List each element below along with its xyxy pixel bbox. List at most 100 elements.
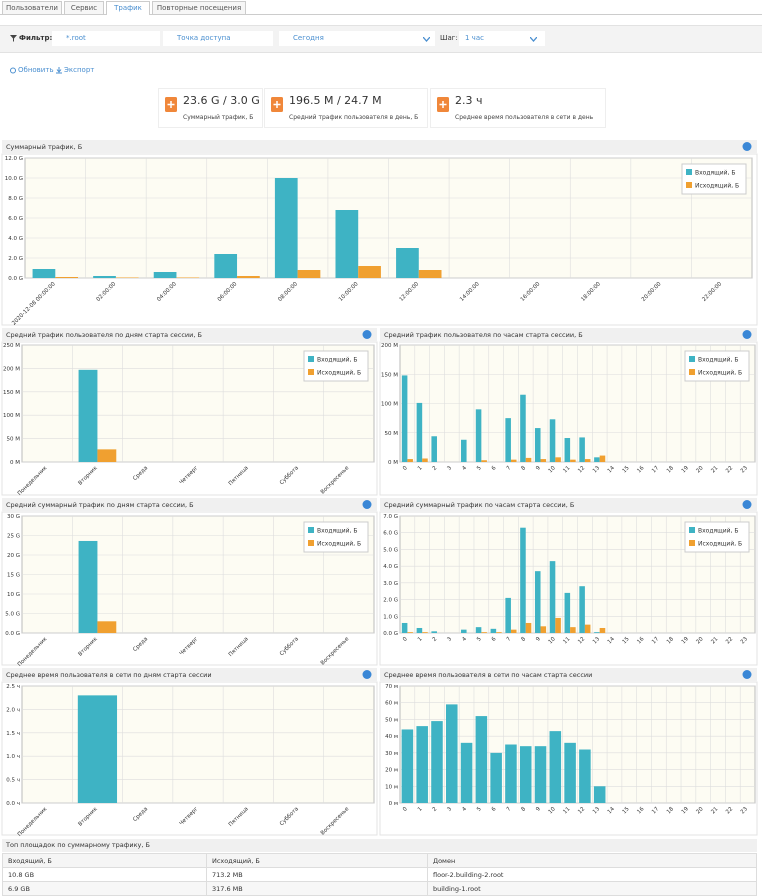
bar	[274, 178, 298, 278]
help-icon	[362, 330, 372, 339]
cell: 317.6 MB	[206, 881, 428, 896]
help-icon	[362, 670, 372, 679]
step-select[interactable]: 1 час	[459, 31, 545, 46]
cell: building-1.root	[427, 881, 757, 896]
bar	[461, 439, 467, 462]
chart-header	[2, 498, 377, 511]
bar	[525, 622, 532, 633]
tab[interactable]: Пользователи	[2, 1, 62, 14]
period-select[interactable]: Сегодня	[279, 31, 435, 46]
bar	[579, 586, 585, 633]
y-tick-label: 15 G	[7, 573, 20, 579]
bar	[214, 254, 238, 278]
legend-label: Исходящий, Б	[698, 541, 742, 548]
y-tick-label: 2.0 G	[383, 598, 398, 604]
bar	[564, 742, 576, 803]
bar	[496, 632, 502, 633]
help-icon	[742, 330, 752, 339]
legend	[303, 350, 369, 382]
x-tick-label: 9	[535, 465, 542, 472]
x-tick-label: 4	[461, 806, 468, 813]
legend-swatch	[308, 527, 314, 533]
y-tick-label: 0.0 G	[8, 276, 23, 282]
access-point-input[interactable]: Точка доступа	[163, 31, 273, 46]
y-tick-label: 7.0 G	[383, 514, 398, 520]
x-tick-label: 13	[592, 806, 602, 816]
legend-swatch	[308, 540, 314, 546]
x-tick-label: 2	[432, 636, 439, 643]
legend-swatch	[686, 182, 692, 188]
tab[interactable]: Сервис	[64, 1, 104, 14]
x-tick-label: 20	[695, 465, 705, 475]
bar	[549, 419, 556, 462]
filter-bar: Фильтр: *.root Точка доступа Сегодня Шаг…	[0, 25, 762, 53]
bar	[549, 731, 562, 803]
help-icon	[742, 142, 752, 151]
x-tick-label: 0	[402, 465, 409, 472]
bar	[490, 628, 497, 633]
x-tick-label: 6	[491, 465, 498, 472]
stat-value: 23.6 G / 3.0 G	[183, 94, 260, 107]
bar	[593, 786, 606, 803]
bar	[599, 455, 606, 462]
x-tick-label: 18	[666, 465, 676, 475]
bar	[358, 266, 381, 278]
bar	[584, 624, 591, 633]
bar	[55, 277, 79, 278]
y-tick-label: 100 M	[3, 413, 20, 419]
legend-label: Входящий, Б	[317, 357, 357, 364]
y-tick-label: 30 м	[385, 751, 398, 757]
y-tick-label: 12.0 G	[5, 156, 23, 162]
y-tick-label: 4.0 G	[383, 564, 398, 570]
help-icon	[362, 500, 372, 509]
x-tick-label: 9	[535, 806, 542, 813]
refresh-button[interactable]: Обновить	[18, 66, 54, 74]
chart-title: Средний суммарный трафик по часам старта…	[384, 501, 574, 509]
plot-area	[21, 685, 375, 804]
bar	[555, 617, 561, 633]
bar	[407, 459, 413, 462]
bar	[540, 459, 547, 462]
bar	[540, 626, 547, 633]
bar	[418, 270, 442, 278]
legend-label: Исходящий, Б	[695, 183, 739, 190]
stat-label: Средний трафик пользователя в день, Б	[289, 114, 419, 121]
export-button[interactable]: Экспорт	[64, 66, 95, 74]
bar	[599, 627, 606, 633]
x-tick-label: 18	[666, 636, 676, 646]
legend-label: Входящий, Б	[317, 528, 357, 535]
x-tick-label: 22	[725, 806, 734, 815]
stat-card: 23.6 G / 3.0 G Суммарный трафик, Б	[158, 88, 263, 128]
x-tick-label: 23	[740, 465, 750, 475]
x-tick-label: 19	[681, 465, 691, 475]
y-tick-label: 0.0 G	[5, 631, 20, 637]
legend-swatch	[689, 540, 695, 546]
x-tick-label: 7	[506, 636, 513, 643]
legend-swatch	[689, 356, 695, 362]
bar	[176, 277, 200, 278]
x-tick-label: 13	[592, 465, 602, 475]
x-tick-label: 2	[432, 806, 439, 813]
y-tick-label: 6.0 G	[383, 531, 398, 537]
x-tick-label: 7	[506, 465, 513, 472]
x-tick-label: 11	[562, 636, 571, 645]
x-tick-label: 5	[476, 806, 483, 813]
bar	[153, 272, 177, 278]
y-tick-label: 60 м	[385, 701, 398, 707]
chart-header	[380, 668, 757, 681]
bar	[78, 369, 98, 462]
bar	[490, 752, 502, 803]
y-tick-label: 0.5 ч	[6, 778, 20, 784]
th: Исходящий, Б	[206, 853, 428, 868]
x-tick-label: 4	[461, 465, 468, 472]
tab[interactable]: Трафик	[106, 1, 150, 15]
domain-input[interactable]: *.root	[52, 31, 160, 46]
bar	[534, 428, 541, 462]
tab[interactable]: Повторные посещения	[152, 1, 246, 14]
bar	[555, 457, 561, 462]
y-tick-label: 50 M	[7, 437, 21, 443]
x-tick-label: 21	[710, 465, 719, 474]
bar	[534, 746, 547, 803]
bar	[584, 459, 591, 462]
bar	[594, 457, 600, 462]
